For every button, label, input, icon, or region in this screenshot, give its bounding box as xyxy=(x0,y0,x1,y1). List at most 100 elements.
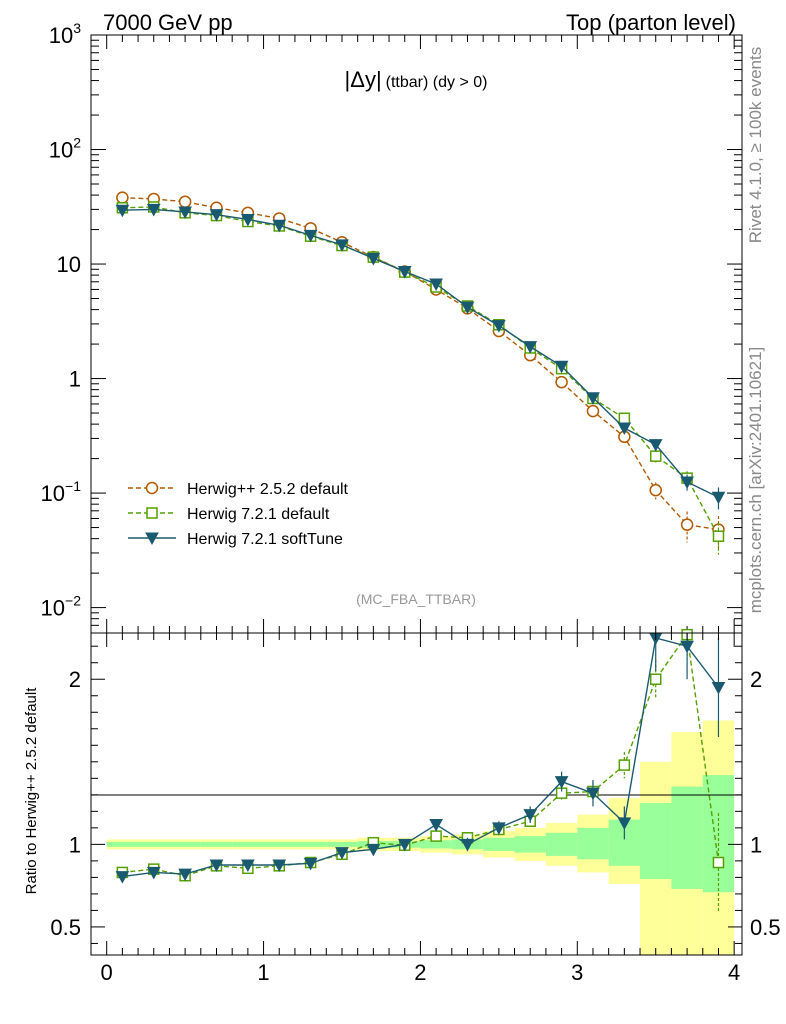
data-point xyxy=(649,450,662,462)
ratio-point xyxy=(146,866,161,880)
legend-entry: Herwig++ 2.5.2 default xyxy=(128,481,349,498)
title-sub: (ttbar) (dy > 0) xyxy=(386,74,488,91)
y-tick-base: 10 xyxy=(49,138,73,163)
data-point xyxy=(554,360,569,374)
ratio-point xyxy=(618,759,631,771)
ratio-axis-ticks: 0.5 0.5 1 1 2 2 0 1 2 3 4 xyxy=(50,633,781,985)
data-point xyxy=(397,266,412,279)
y-tick-base: 10 xyxy=(49,23,73,48)
ratio-point xyxy=(617,817,632,830)
y-tick-exp: −2 xyxy=(65,593,81,609)
ratio-point xyxy=(303,857,318,871)
legend-marker xyxy=(146,507,158,519)
ratio-y-label-right: 1 xyxy=(750,832,762,857)
plot-title: |Δy| (ttbar) (dy > 0) xyxy=(345,67,488,92)
band-green xyxy=(640,803,672,880)
ratio-point xyxy=(272,859,287,873)
band-green xyxy=(106,841,139,847)
series-line xyxy=(122,208,719,498)
legend-label: Herwig++ 2.5.2 default xyxy=(187,481,349,498)
data-point xyxy=(178,206,192,219)
ratio-point xyxy=(492,822,506,835)
y-tick-label: 103 xyxy=(49,20,81,48)
band-green xyxy=(263,841,295,847)
ratio-point xyxy=(712,856,725,869)
series-line xyxy=(122,196,719,531)
data-point xyxy=(303,229,318,243)
data-point xyxy=(272,219,287,233)
data-point xyxy=(146,203,161,217)
analysis-label: (MC_FBA_TTBAR) xyxy=(356,591,476,607)
header-right: Top (parton level) xyxy=(566,10,736,35)
mcplots-label: mcplots.cern.ch [arXiv:2401.10621] xyxy=(746,347,765,613)
data-point xyxy=(209,209,224,222)
main-series xyxy=(115,191,726,555)
data-point xyxy=(116,191,129,204)
ratio-point xyxy=(430,830,442,842)
band-green xyxy=(545,832,578,856)
ratio-ylabel: Ratio to Herwig++ 2.5.2 default xyxy=(23,687,40,895)
data-point xyxy=(178,195,192,208)
band-green xyxy=(326,841,358,847)
x-tick-label: 2 xyxy=(414,960,426,985)
x-tick-label: 0 xyxy=(101,960,113,985)
legend-marker xyxy=(145,481,159,495)
legend-marker xyxy=(145,532,159,546)
ratio-point xyxy=(241,859,255,873)
legend: Herwig++ 2.5.2 default Herwig 7.2.1 defau… xyxy=(128,481,349,548)
data-point xyxy=(712,530,725,542)
legend-entry: Herwig 7.2.1 softTune xyxy=(128,531,343,548)
ratio-point xyxy=(115,871,130,884)
ratio-point xyxy=(397,838,412,852)
data-point xyxy=(429,278,443,291)
band-green xyxy=(200,841,233,847)
legend-label: Herwig 7.2.1 default xyxy=(187,506,330,523)
y-tick-exp: 3 xyxy=(73,20,81,36)
ratio-y-label-left: 2 xyxy=(69,667,81,692)
y-tick-base: 10 xyxy=(41,596,65,621)
data-point xyxy=(586,392,600,405)
data-point xyxy=(617,422,632,436)
y-tick-base: 10 xyxy=(41,481,65,506)
y-tick-label: 10 xyxy=(57,252,81,277)
ratio-point xyxy=(335,847,349,860)
data-point xyxy=(555,375,568,389)
band-green xyxy=(138,841,170,847)
y-tick-exp: 2 xyxy=(73,135,81,151)
ratio-line xyxy=(122,632,720,877)
data-point xyxy=(680,518,694,531)
data-point xyxy=(523,341,538,354)
ratio-point xyxy=(178,868,192,882)
y-tick-exp: −1 xyxy=(65,478,81,494)
data-point xyxy=(618,412,631,425)
title-main: |Δy| xyxy=(345,67,382,92)
data-point xyxy=(711,491,726,505)
band-green xyxy=(232,841,264,847)
ratio-series xyxy=(115,628,726,913)
y-tick-base: 1 xyxy=(69,367,81,392)
data-point xyxy=(492,320,506,333)
series-square xyxy=(116,201,725,555)
ratio-point xyxy=(209,859,224,873)
ratio-y-label-left: 1 xyxy=(69,832,81,857)
y-tick-label: 10−2 xyxy=(41,593,82,621)
ratio-point xyxy=(586,787,600,801)
band-green xyxy=(514,836,546,853)
ratio-point xyxy=(680,640,694,654)
band-green xyxy=(671,786,703,889)
ratio-point xyxy=(523,809,538,822)
data-point xyxy=(586,404,600,418)
data-point xyxy=(335,239,349,252)
y-tick-label: 1 xyxy=(69,367,81,392)
x-tick-label: 3 xyxy=(571,960,583,985)
ratio-y-label-left: 0.5 xyxy=(50,915,81,940)
ratio-point xyxy=(366,843,381,857)
band-green xyxy=(169,841,201,847)
data-point xyxy=(366,252,381,266)
ratio-point xyxy=(429,819,443,832)
x-tick-label: 4 xyxy=(728,960,740,985)
data-point xyxy=(115,204,130,218)
ratio-bands xyxy=(106,720,735,955)
